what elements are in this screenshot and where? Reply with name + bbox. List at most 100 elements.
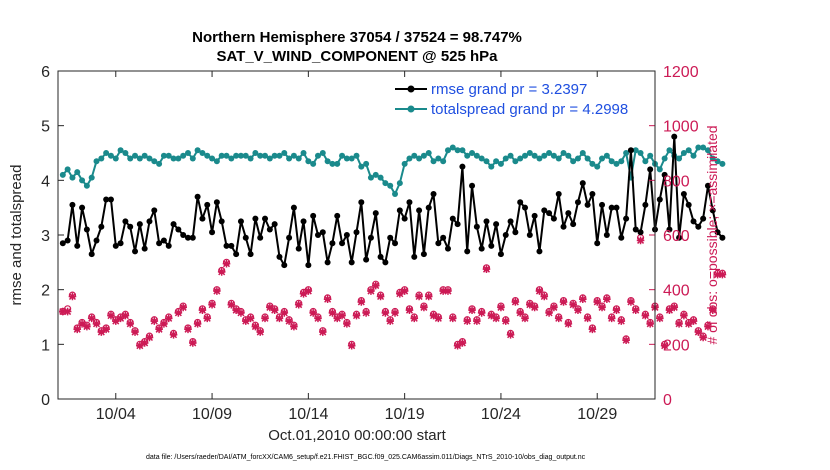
data-point-spread [392,191,399,197]
data-point-spread [184,150,191,156]
data-point-rmse [512,229,519,236]
data-point-spread [425,150,432,156]
data-point-spread [69,174,76,181]
data-point-spread [363,160,370,167]
data-point-spread [637,150,644,156]
data-point-rmse [266,226,273,233]
data-point-rmse [546,210,553,217]
data-point-rmse [136,221,143,228]
data-point-assimilated [545,309,553,317]
data-point-spread [175,155,182,162]
series-rmse [59,133,726,269]
data-point-rmse [314,232,321,238]
data-point-spread [680,150,687,156]
data-point-rmse [209,229,216,236]
data-point-assimilated [251,322,260,331]
data-point-assimilated [92,320,101,328]
data-point-spread [213,158,220,165]
data-point-rmse [348,259,355,266]
data-point-spread [64,166,71,173]
data-point-rmse [93,237,100,244]
data-point-rmse [483,218,490,225]
data-point-rmse [493,221,500,228]
data-point-rmse [560,223,567,230]
data-point-rmse [199,215,206,222]
data-point-assimilated [473,317,481,325]
x-tick-label: 10/04 [96,406,136,423]
data-point-rmse [444,245,451,252]
data-point-rmse [151,207,158,214]
data-point-rmse [180,232,187,238]
data-point-spread [79,177,86,184]
data-point-rmse [642,201,649,208]
data-point-spread [228,155,235,162]
data-point-rmse [107,196,114,203]
data-point-spread [608,158,615,165]
data-point-assimilated [367,287,375,295]
data-point-assimilated [63,307,72,316]
data-point-spread [599,155,606,162]
data-point-assimilated [540,292,549,301]
data-point-rmse [353,229,360,236]
data-point-assimilated [463,317,472,325]
data-point-rmse [170,221,177,228]
data-point-spread [420,152,427,159]
data-point-spread [276,152,283,159]
data-point-rmse [420,251,427,258]
data-point-rmse [64,237,71,244]
data-point-rmse [565,210,572,217]
y-tick-label: 6 [41,64,50,81]
y-right-tick-label: 0 [663,392,672,409]
data-point-rmse [276,253,283,260]
data-point-assimilated [689,317,698,325]
data-point-spread [310,160,317,167]
data-point-rmse [252,215,259,222]
data-point-rmse [237,218,244,225]
data-point-rmse [290,204,297,211]
legend-swatch-spread-marker [407,105,415,113]
data-point-assimilated [285,317,293,325]
data-point-spread [314,152,321,159]
data-point-spread [565,152,572,159]
data-point-rmse [160,237,167,244]
y-axis-label-right: # of obs: o=possible; ×=assimilated [704,125,720,344]
data-point-assimilated [261,314,269,323]
data-point-spread [387,182,394,189]
data-point-rmse [584,201,591,208]
data-point-assimilated [241,317,250,325]
data-point-rmse [406,199,413,206]
data-point-assimilated [410,314,419,323]
data-point-spread [531,152,538,159]
data-point-spread [83,182,90,189]
data-point-spread [613,160,620,167]
data-point-rmse [396,207,403,214]
data-point-assimilated [400,287,409,295]
data-point-spread [541,152,548,159]
data-point-spread [449,144,456,151]
data-point-rmse [281,262,288,269]
data-point-spread [435,155,442,162]
data-point-rmse [271,221,278,228]
data-point-spread [103,150,110,156]
data-point-assimilated [270,306,279,314]
y-right-tick-label: 1000 [663,119,699,136]
y-tick-label: 2 [41,283,50,300]
data-point-spread [666,147,673,154]
data-point-assimilated [275,314,284,323]
data-point-rmse [103,196,110,203]
data-point-assimilated [574,306,582,314]
x-tick-label: 10/14 [288,406,328,423]
data-point-assimilated [121,311,130,320]
data-point-assimilated [656,314,664,323]
data-point-spread [324,158,331,165]
data-point-spread [319,150,326,156]
data-point-spread [536,155,543,162]
data-point-spread [271,152,278,159]
data-point-spread [440,158,447,165]
data-point-assimilated [429,311,438,320]
data-point-spread [464,152,471,159]
data-point-assimilated [391,309,399,317]
data-point-assimilated [97,328,106,336]
data-point-rmse [435,240,442,247]
data-point-spread [199,150,206,156]
